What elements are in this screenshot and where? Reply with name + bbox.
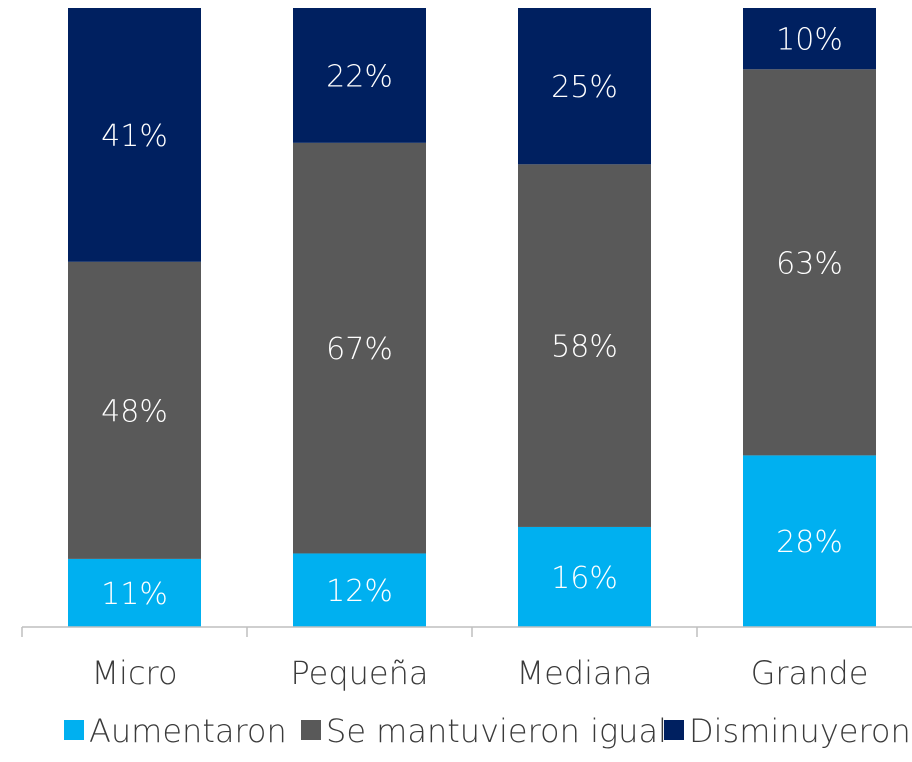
bar-segment-grande-se-mantuvieron-igual [743,69,876,456]
category-label-micro: Micro [91,654,177,692]
x-axis: Micro Pequeña Mediana Grande [21,626,912,692]
category-label-pequena: Pequeña [290,654,428,692]
data-label-grande-disminuyeron: 10% [776,23,843,58]
bar-segment-mediana-disminuyeron [518,8,651,165]
bar-segment-grande-disminuyeron [743,8,876,70]
bar-segment-grande-aumentaron [743,455,876,627]
bar-segment-mediana-aumentaron [518,526,651,627]
data-label-grande-aumentaron: 28% [776,525,843,560]
bar-segment-micro-disminuyeron [68,8,201,262]
data-label-micro-aumentaron: 11% [101,577,168,612]
category-label-mediana: Mediana [517,654,653,692]
bar-segment-pequena-aumentaron [293,553,426,627]
data-label-pequena-aumentaron: 12% [326,574,393,609]
data-label-mediana-disminuyeron: 25% [551,70,618,105]
bar-segment-pequena-se-mantuvieron-igual [293,142,426,554]
data-label-grande-se-mantuvieron-igual: 63% [776,246,843,281]
segment-labels-layer: 11% 48% 41% 12% 67% 22% 16% 58% 25% 28% 63% 10% [101,23,843,612]
bar-segment-micro-aumentaron [68,558,201,627]
data-label-mediana-aumentaron: 16% [551,561,618,596]
bars-layer [68,8,876,627]
bar-segment-pequena-disminuyeron [293,8,426,143]
legend-swatch-aumentaron [64,720,84,740]
bar-segment-micro-se-mantuvieron-igual [68,261,201,559]
legend-label-disminuyeron: Disminuyeron [689,712,911,750]
data-label-micro-disminuyeron: 41% [101,119,168,154]
legend-swatch-disminuyeron [664,720,684,740]
category-label-grande: Grande [751,654,869,692]
legend-label-se-mantuvieron-igual: Se mantuvieron igual [326,712,667,750]
legend: Aumentaron Se mantuvieron igual Disminuyer… [64,712,911,750]
legend-swatch-se-mantuvieron-igual [301,720,321,740]
data-label-pequena-disminuyeron: 22% [326,59,393,94]
data-label-pequena-se-mantuvieron-igual: 67% [326,332,393,367]
legend-label-aumentaron: Aumentaron [89,712,287,750]
data-label-micro-se-mantuvieron-igual: 48% [101,394,168,429]
bar-segment-mediana-se-mantuvieron-igual [518,164,651,527]
data-label-mediana-se-mantuvieron-igual: 58% [551,330,618,365]
